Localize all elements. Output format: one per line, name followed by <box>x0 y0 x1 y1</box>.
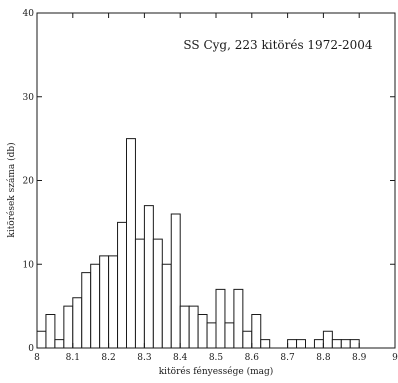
histogram-bar <box>108 255 119 349</box>
histogram-bar <box>152 238 163 349</box>
histogram-bar <box>45 314 56 349</box>
histogram-bar <box>287 339 298 349</box>
histogram-bar <box>251 314 262 349</box>
chart-annotation: SS Cyg, 223 kitörés 1972-2004 <box>183 38 373 52</box>
histogram-bar <box>313 339 324 349</box>
histogram-bar <box>126 138 136 349</box>
x-tick-label: 8 <box>34 353 40 363</box>
x-tick-label: 8.6 <box>245 353 260 363</box>
histogram-bar <box>224 322 235 349</box>
histogram-bar <box>90 263 101 349</box>
bars-layer <box>36 138 360 349</box>
x-tick-label: 8.9 <box>352 353 367 363</box>
labels-layer: 8 8.1 8.2 8.3 8.4 8.5 8.6 8.7 8.8 8.9 9 0 10 20 30 40 <box>23 9 398 363</box>
y-tick-label: 0 <box>28 344 34 354</box>
ticks-layer <box>36 12 396 349</box>
histogram-bar <box>143 205 154 349</box>
x-tick-label: 8.4 <box>173 353 188 363</box>
y-tick-label: 40 <box>23 9 35 19</box>
histogram-bar <box>99 255 110 349</box>
histogram-bar <box>260 339 271 349</box>
histogram-bar <box>215 288 226 349</box>
histogram-bar <box>117 221 128 349</box>
histogram-bar <box>233 288 244 349</box>
x-tick-label: 8.7 <box>280 353 295 363</box>
histogram-bar <box>242 330 253 349</box>
histogram-bar <box>188 305 199 349</box>
histogram-bar <box>296 339 306 349</box>
y-tick-label: 10 <box>23 260 35 270</box>
histogram-bar <box>161 263 172 349</box>
histogram-bar <box>179 305 190 349</box>
x-tick-label: 9 <box>392 353 398 363</box>
histogram-bar <box>322 330 333 349</box>
histogram-bar <box>349 339 360 349</box>
x-tick-label: 8.1 <box>66 353 80 363</box>
x-tick-label: 8.3 <box>137 353 152 363</box>
y-tick-label: 20 <box>23 177 35 187</box>
histogram-bar <box>340 339 351 349</box>
histogram-bar <box>63 305 74 349</box>
histogram-bar <box>72 297 83 349</box>
histogram-bar <box>206 322 217 349</box>
x-tick-label: 8.5 <box>209 353 224 363</box>
histogram-bar <box>170 213 181 349</box>
histogram-bar <box>54 339 65 349</box>
histogram-bar <box>36 330 47 349</box>
x-axis-title: kitörés fényessége (mag) <box>159 366 274 377</box>
x-tick-label: 8.8 <box>316 353 331 363</box>
histogram-bar <box>134 238 145 349</box>
histogram-bar <box>331 339 342 349</box>
x-tick-label: 8.2 <box>101 353 115 363</box>
y-tick-label: 30 <box>23 93 35 103</box>
y-axis-title: kitörések száma (db) <box>6 142 17 237</box>
histogram-bar <box>197 314 208 349</box>
histogram-bar <box>81 272 92 349</box>
